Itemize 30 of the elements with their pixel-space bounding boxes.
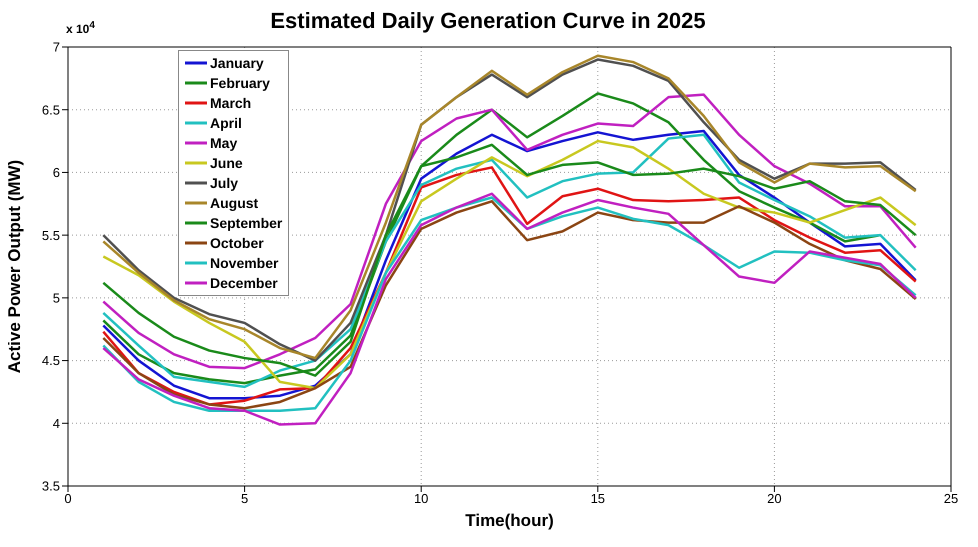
legend-label: July (210, 175, 238, 191)
y-tick-label: 6.5 (42, 102, 60, 118)
legend-label: January (210, 55, 264, 71)
y-axis-title: Active Power Output (MW) (5, 160, 24, 374)
legend-label: May (210, 135, 238, 151)
legend-label: December (210, 275, 278, 291)
text: x 10$^{4}$ (66, 20, 95, 36)
x-tick-label: 15 (590, 491, 606, 506)
x-tick-label: 0 (64, 491, 72, 506)
legend-label: March (210, 95, 252, 111)
chart-title: Estimated Daily Generation Curve in 2025 (270, 8, 706, 33)
y-tick-label: 3.5 (42, 478, 60, 494)
x-tick-label: 10 (414, 491, 428, 506)
y-tick-label: 4 (52, 416, 60, 431)
y-tick-label: 5.5 (42, 228, 60, 243)
legend-label: June (210, 155, 243, 171)
y-tick-label: 6 (52, 165, 60, 180)
legend-label: April (210, 115, 242, 131)
x-tick-label: 25 (944, 491, 958, 506)
x-axis-title: Time(hour) (465, 511, 554, 530)
y-tick-label: 4.5 (42, 353, 60, 368)
y-tick-label: 5 (52, 290, 60, 306)
y-tick-label: 7 (52, 40, 60, 55)
legend-label: February (210, 75, 270, 91)
legend-label: October (210, 235, 264, 251)
legend-label: August (210, 195, 258, 211)
x-tick-label: 20 (767, 491, 782, 506)
x-tick-label: 5 (240, 491, 248, 506)
legend-label: November (210, 255, 278, 271)
legend-label: September (210, 215, 282, 231)
